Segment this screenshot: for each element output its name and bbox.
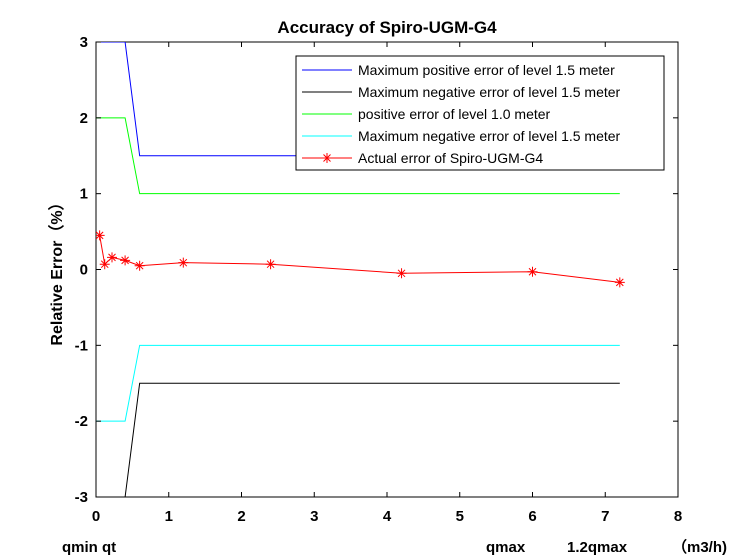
data-point [96,230,105,241]
x-tick-label: 4 [383,508,392,525]
legend-box [295,55,665,171]
annotation-qmax: qmax [486,539,526,556]
data-point-glyph [107,252,118,263]
legend-label: Maximum negative error of level 1.5 mete… [358,128,621,144]
x-tick-label: 2 [237,508,245,525]
series-line-2 [96,117,620,195]
x-tick-label: 3 [310,508,318,525]
data-point [265,259,276,270]
y-tick-label: 1 [80,186,88,203]
legend-label: Maximum negative error of level 1.5 mete… [358,84,621,100]
data-point-glyph [396,268,407,279]
annotation-qmin-qt: qmin qt [62,539,116,556]
data-point-glyph [134,260,145,271]
legend-label: positive error of level 1.0 meter [358,106,551,122]
legend: Maximum positive error of level 1.5 mete… [295,55,665,171]
y-tick-label: -2 [75,413,88,430]
data-point-glyph [120,255,131,266]
data-point-glyph [265,259,276,270]
y-tick-label: -1 [75,337,88,354]
series-line-1 [124,382,620,497]
data-point-glyph [99,259,110,270]
x-tick-label: 8 [674,508,682,525]
legend-marker [322,153,332,163]
data-point [396,268,407,279]
y-axis-label: Relative Error（%） [48,194,66,345]
data-point [527,266,538,277]
x-tick-label: 5 [456,508,464,525]
data-point [134,260,145,271]
x-tick-label: 7 [601,508,609,525]
y-ticks: -3 -2 -1 0 1 2 3 [75,34,678,506]
series-line-3 [96,344,620,422]
x-ticks: 0 1 2 3 4 5 6 7 8 [92,42,682,525]
data-point-glyph [178,257,189,268]
data-point-glyph [96,230,105,241]
x-tick-label: 6 [528,508,536,525]
y-tick-label: 0 [80,262,88,279]
chart-title: Accuracy of Spiro-UGM-G4 [277,18,497,37]
y-tick-label: 3 [80,34,88,51]
x-tick-label: 1 [165,508,173,525]
data-point [178,257,189,268]
series-line-4 [99,235,620,283]
annotation-units: （m3/h) [672,538,727,556]
legend-marker-glyph [322,153,332,163]
data-point [107,252,118,263]
data-point-glyph [614,277,625,288]
data-point-glyph [527,266,538,277]
y-tick-label: -3 [75,489,88,506]
y-tick-label: 2 [80,110,88,127]
data-point [120,255,131,266]
data-point [99,259,110,270]
legend-label: Actual error of Spiro-UGM-G4 [358,150,543,166]
legend-label: Maximum positive error of level 1.5 mete… [358,62,615,78]
x-tick-label: 0 [92,508,100,525]
annotation-1-2qmax: 1.2qmax [567,539,628,556]
data-point [614,277,625,288]
